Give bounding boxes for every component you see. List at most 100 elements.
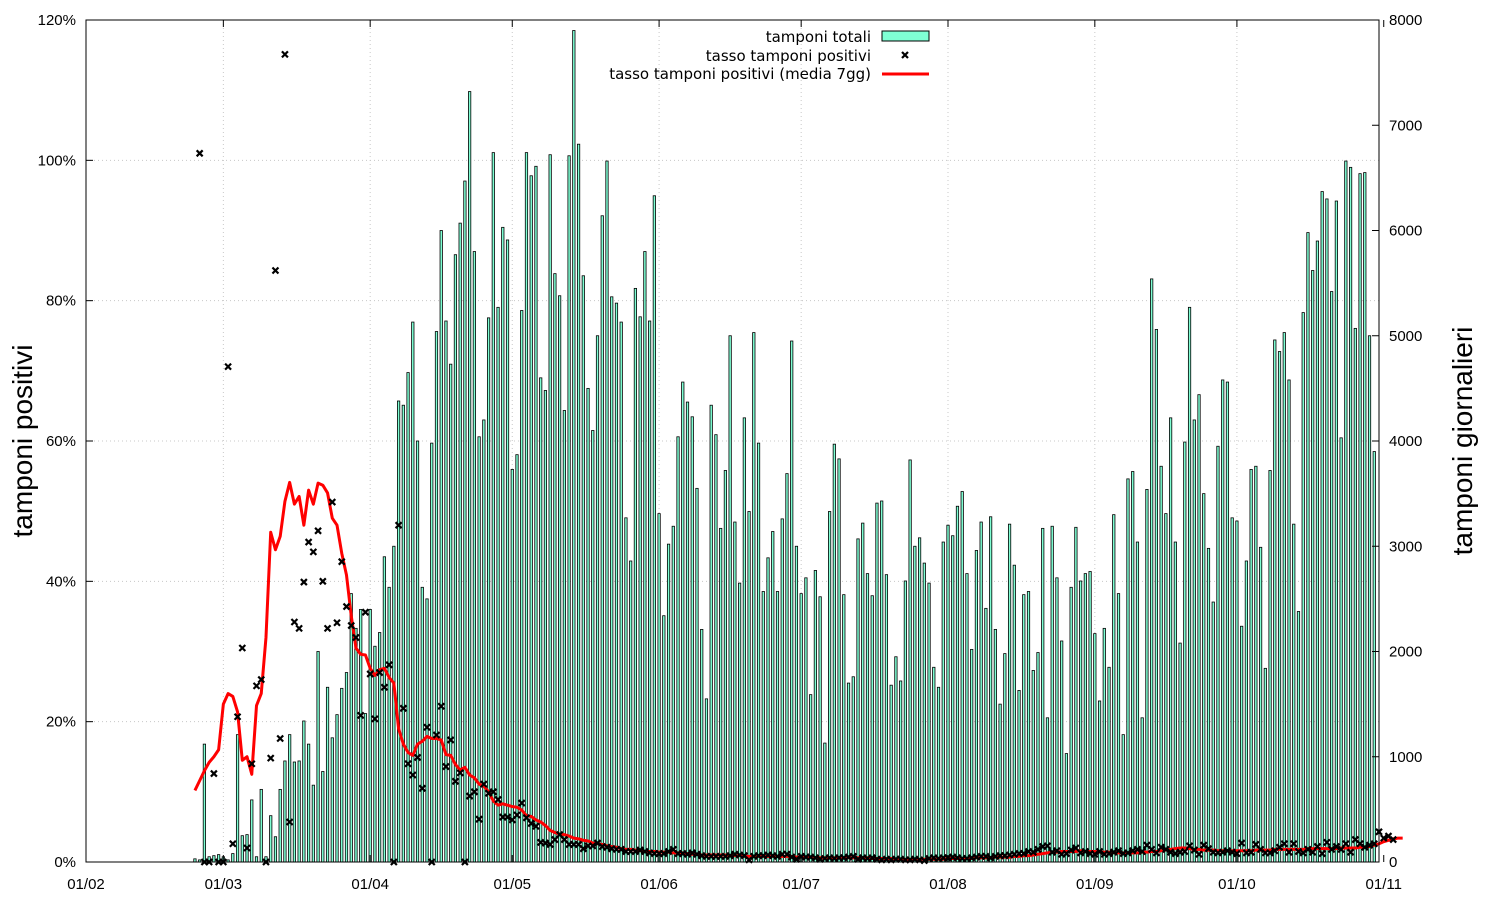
data-point	[300, 578, 308, 586]
bar	[240, 835, 244, 863]
bar	[719, 527, 723, 863]
bar	[932, 666, 936, 863]
bar	[1263, 667, 1267, 863]
bar	[1131, 471, 1135, 863]
y-right-tick-label: 2000	[1389, 644, 1422, 661]
data-point	[1337, 845, 1345, 854]
data-point	[1280, 839, 1289, 848]
x-tick-label: 01/07	[782, 876, 820, 893]
bar	[397, 400, 401, 863]
data-point	[437, 702, 445, 711]
data-point	[1081, 847, 1090, 856]
bar	[349, 593, 353, 863]
bar	[543, 390, 547, 863]
bar	[832, 443, 836, 863]
bar	[974, 550, 978, 863]
data-point	[1048, 848, 1056, 856]
data-point	[688, 849, 697, 857]
data-point	[1218, 848, 1227, 856]
bar	[804, 577, 808, 863]
bar	[354, 627, 358, 863]
bar	[567, 155, 571, 863]
data-point	[773, 852, 782, 861]
y-right-tick-label: 6000	[1389, 223, 1422, 240]
data-point	[281, 50, 289, 59]
bar	[510, 469, 514, 863]
bar	[605, 160, 609, 863]
data-point	[356, 711, 365, 720]
data-point	[451, 777, 460, 786]
y-left-tick-label: 40%	[46, 573, 76, 590]
bar	[908, 459, 912, 863]
bar	[321, 771, 325, 863]
bar	[1292, 523, 1296, 863]
x-tick-label: 01/04	[351, 876, 389, 893]
bar	[202, 743, 206, 863]
bar	[955, 505, 960, 863]
bar	[453, 254, 458, 863]
data-point	[517, 799, 526, 807]
data-point	[636, 846, 644, 854]
bar	[941, 541, 945, 863]
bar	[1079, 580, 1083, 863]
bar	[1334, 200, 1338, 863]
bar	[946, 524, 950, 863]
bar	[813, 570, 817, 863]
bar	[823, 742, 827, 863]
bar	[415, 440, 420, 863]
bar	[1107, 666, 1111, 863]
data-point	[1365, 841, 1374, 849]
data-point	[532, 822, 540, 830]
bar	[761, 591, 765, 863]
data-point	[986, 854, 995, 862]
bar	[505, 239, 510, 863]
bar	[704, 698, 709, 863]
data-point	[783, 850, 791, 859]
data-point	[304, 538, 313, 546]
bar	[1154, 329, 1158, 863]
data-point	[257, 675, 266, 684]
bar	[846, 682, 851, 863]
bar	[558, 295, 562, 863]
bar	[870, 595, 874, 863]
bar	[1173, 541, 1177, 863]
data-point	[285, 818, 294, 826]
data-point	[484, 789, 493, 798]
bar	[1003, 653, 1007, 863]
bar	[1325, 198, 1329, 863]
data-point	[1067, 846, 1075, 854]
bar	[231, 853, 235, 863]
bar	[993, 629, 997, 863]
bar	[1159, 465, 1163, 863]
y-left-tick-label: 80%	[46, 293, 76, 310]
bar	[520, 310, 524, 863]
bar	[1259, 546, 1263, 863]
data-point	[1379, 834, 1388, 842]
bar	[1277, 351, 1282, 863]
bar	[1197, 394, 1201, 863]
bar	[562, 410, 566, 863]
data-point	[361, 608, 370, 616]
data-point	[1091, 850, 1099, 859]
bar	[799, 593, 803, 863]
data-point	[413, 753, 422, 762]
legend-marker-points	[901, 51, 909, 59]
bar	[1349, 166, 1353, 863]
bar	[723, 470, 727, 863]
bar	[1178, 642, 1182, 863]
bar	[936, 686, 941, 863]
legend-swatch-bars	[881, 30, 930, 42]
bar	[648, 320, 652, 863]
bar	[1083, 573, 1087, 863]
data-point	[333, 618, 341, 627]
bar	[1187, 306, 1192, 863]
data-point	[295, 624, 303, 633]
data-point	[480, 780, 488, 788]
bar	[951, 535, 955, 863]
bar	[1164, 513, 1168, 863]
bar	[856, 538, 860, 863]
bar	[401, 404, 405, 863]
bar	[411, 321, 415, 863]
bar	[899, 680, 903, 863]
data-point	[849, 852, 858, 861]
